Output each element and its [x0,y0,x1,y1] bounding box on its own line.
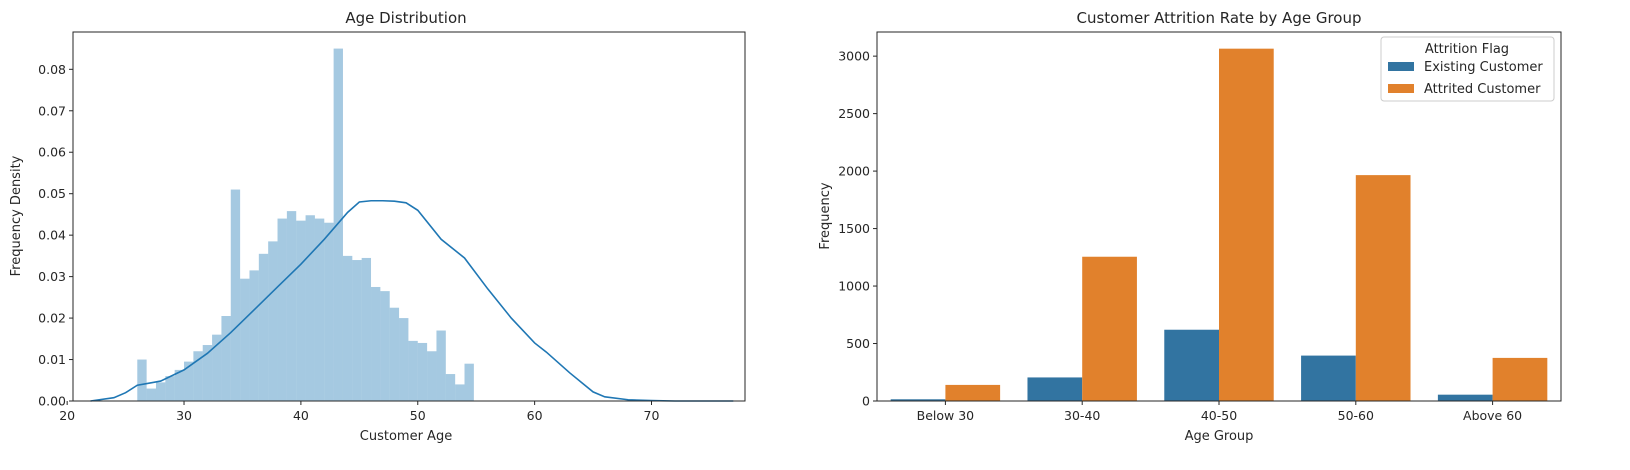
attrition-bar-chart: Customer Attrition Rate by Age Group Bel… [818,9,1562,444]
y-tick-label: 1500 [838,221,870,236]
bar [1082,256,1137,401]
histogram-bar [184,361,194,401]
histogram-bar [268,241,278,401]
histogram-bar [380,291,390,401]
x-tick-label: Above 60 [1463,408,1522,423]
x-tick-label: Below 30 [917,408,975,423]
histogram-bar [230,189,241,401]
bar [1219,48,1274,402]
bar [1027,377,1083,401]
histogram-bar [445,374,456,401]
x-tick-label: 40 [293,408,309,423]
x-tick-label: 50-60 [1338,408,1374,423]
legend-box [1380,36,1555,102]
histogram-bar [277,218,287,401]
histogram-bar [221,316,231,401]
histogram-bar [202,345,213,401]
kde-line [90,199,734,402]
histogram-bar [305,215,315,401]
histogram-bar [146,388,156,401]
x-tick-label: 40-50 [1201,408,1237,423]
right-y-axis-label: Frequency [818,182,833,249]
histogram-bar [155,382,166,401]
bar [1164,329,1219,401]
left-chart-title: Age Distribution [345,9,466,27]
histogram-bar [464,363,474,401]
left-x-ticks: 20 30 40 50 60 70 [59,401,660,423]
histogram-bar [212,334,222,401]
histogram-bar [371,286,381,401]
right-chart-title: Customer Attrition Rate by Age Group [1077,9,1362,27]
histogram-bar [436,330,446,401]
histogram-bar [240,278,250,401]
histogram-bar [361,257,372,401]
right-x-axis-label: Age Group [1185,429,1254,444]
y-tick-label: 3000 [838,49,870,64]
histogram-bar [137,359,147,401]
histogram-bar [249,270,259,401]
histogram-bar [342,255,353,401]
left-x-axis-label: Customer Age [360,429,452,444]
histogram-bar [296,220,306,401]
y-tick-label: 2500 [838,106,870,121]
bar [1355,175,1411,401]
x-tick-label: 30-40 [1064,408,1100,423]
y-tick-label: 0.02 [38,311,66,326]
histogram-bar [193,351,203,401]
y-tick-label: 0.06 [38,145,66,160]
bar [1492,357,1548,401]
histogram-bar [324,222,334,401]
legend-label-attrited: Attrited Customer [1424,82,1541,97]
y-tick-label: 0.03 [38,269,66,284]
right-x-ticks: Below 30 30-40 40-50 50-60 Above 60 [917,401,1522,423]
x-tick-label: 20 [59,408,75,423]
y-tick-label: 0.00 [38,394,66,409]
bar [1437,394,1493,401]
histogram-bar [286,211,297,401]
bar [1301,355,1356,401]
histogram-bar [408,340,418,401]
y-tick-label: 2000 [838,164,870,179]
y-tick-label: 500 [846,336,870,351]
left-plot-area [90,48,734,402]
right-plot-area [890,48,1548,402]
left-y-axis-label: Frequency Density [9,155,24,276]
right-y-ticks: 0 500 1000 1500 2000 2500 3000 [838,49,877,409]
y-tick-label: 0.05 [38,186,66,201]
left-y-ticks: 0.00 0.01 0.02 0.03 0.04 0.05 0.06 0.07 0.08 [38,62,73,409]
histogram-bar [314,218,325,401]
bar [945,384,1001,401]
x-tick-label: 50 [410,408,426,423]
histogram-bar [165,376,175,401]
y-tick-label: 0 [862,394,870,409]
y-tick-label: 0.01 [38,352,66,367]
histogram-bar [333,48,343,402]
histogram-bar [258,253,269,401]
x-tick-label: 70 [644,408,660,423]
legend-swatch-attrited [1388,84,1414,93]
histogram-bar [399,318,409,401]
y-tick-label: 1000 [838,279,870,294]
age-distribution-chart: Age Distribution 20 30 40 50 60 70 0.000.010.… [9,9,746,444]
histogram-bar [174,369,185,401]
legend-label-existing: Existing Customer [1424,60,1543,75]
histogram-bar [455,384,465,401]
histogram-bar [417,342,428,401]
y-tick-label: 0.07 [38,103,66,118]
histogram-bar [427,351,437,401]
legend-swatch-existing [1388,62,1414,71]
y-tick-label: 0.08 [38,62,66,77]
x-tick-label: 30 [176,408,192,423]
y-tick-label: 0.04 [38,228,66,243]
legend: Attrition Flag Existing Customer Attrite… [1380,36,1555,102]
bar [890,399,946,401]
histogram-bar [352,260,362,401]
left-axes-frame [72,31,746,402]
x-tick-label: 60 [527,408,543,423]
histogram-bar [389,307,400,401]
legend-title: Attrition Flag [1425,42,1509,57]
